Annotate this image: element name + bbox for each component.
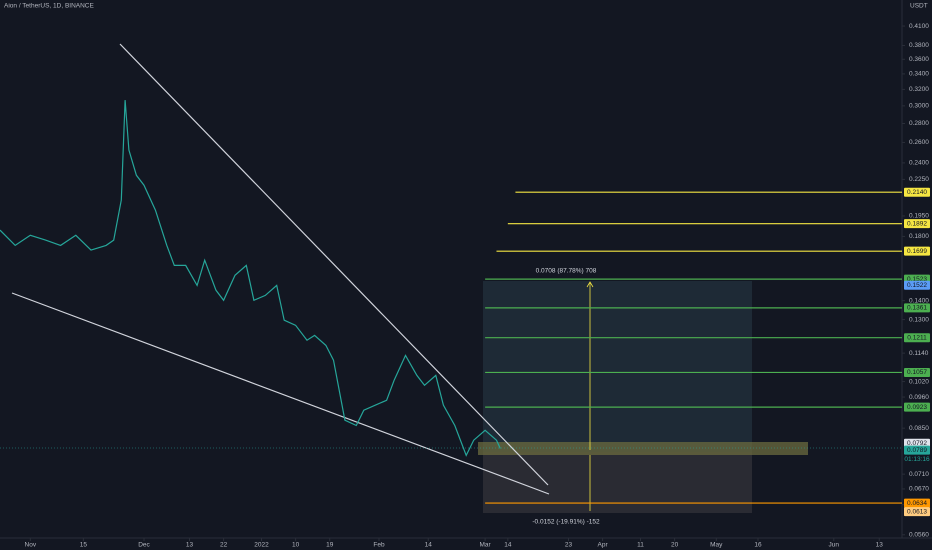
price-tag-label: 0.0613 [907, 508, 927, 515]
x-tick-label: May [710, 542, 723, 549]
price-tag [904, 333, 930, 343]
y-tick-label: 0.3800 [909, 42, 929, 49]
price-tag [904, 438, 930, 448]
target-arrowhead [586, 281, 594, 288]
y-tick-label: 0.1400 [909, 297, 929, 304]
price-tag-label: 0.1361 [907, 305, 927, 312]
target-zone [483, 281, 752, 452]
x-tick-label: 15 [80, 542, 88, 549]
y-tick-label: 0.2800 [909, 120, 929, 127]
y-tick-label: 0.0850 [909, 425, 929, 432]
x-tick-label: 14 [504, 542, 512, 549]
price-tag-label: 0.1057 [907, 369, 927, 376]
price-tag-label: 0.1211 [907, 334, 927, 341]
trend-line [119, 43, 549, 486]
price-tag-label: 0.0792 [907, 440, 927, 447]
x-tick-label: 13 [186, 542, 194, 549]
price-tag [904, 498, 930, 508]
entry-zone [478, 442, 808, 455]
x-tick-label: Mar [480, 542, 492, 549]
price-tag-label: 0.0923 [907, 404, 927, 411]
price-tag [904, 402, 930, 412]
price-tag-label: 0.1699 [907, 248, 927, 255]
x-tick-label: Dec [138, 542, 150, 549]
x-tick-label: 2022 [254, 542, 269, 549]
y-tick-label: 0.0560 [909, 532, 929, 539]
x-tick-label: Jun [829, 542, 840, 549]
price-tag-label: 0.1523 [907, 276, 927, 283]
x-tick-label: 19 [326, 542, 334, 549]
target-label: 0.0708 (87.78%) 708 [536, 268, 597, 275]
y-tick-label: 0.3200 [909, 86, 929, 93]
x-tick-label: 13 [876, 542, 884, 549]
price-tag [904, 246, 930, 256]
price-tag [904, 219, 930, 229]
price-tag [904, 367, 930, 377]
price-tag-label: 0.1892 [907, 220, 927, 227]
price-line [0, 100, 501, 457]
price-tag [904, 187, 930, 197]
price-tag [904, 303, 930, 313]
x-tick-label: Apr [598, 542, 609, 549]
chart-title: Aion / TetherUS, 1D, BINANCE [4, 3, 94, 10]
y-tick-label: 0.2400 [909, 160, 929, 167]
price-tag [904, 507, 930, 517]
y-tick-label: 0.1020 [909, 378, 929, 385]
stop-zone [483, 452, 752, 513]
price-tag-label: 0.0634 [907, 500, 927, 507]
price-tag-label: 0.1522 [907, 282, 927, 289]
x-tick-label: 11 [637, 542, 644, 549]
y-tick-label: 0.4100 [909, 23, 929, 30]
y-tick-label: 0.1950 [909, 213, 929, 220]
y-tick-label: 0.0670 [909, 486, 929, 493]
y-tick-label: 0.3400 [909, 71, 929, 78]
x-tick-label: 16 [754, 542, 762, 549]
price-tag-label: 0.0789 [907, 447, 927, 454]
price-tag [904, 445, 930, 455]
y-tick-label: 0.0710 [909, 471, 929, 478]
trend-line [11, 292, 550, 495]
x-tick-label: 10 [292, 542, 300, 549]
x-tick-label: 22 [220, 542, 228, 549]
y-tick-label: 0.3600 [909, 56, 929, 63]
x-tick-label: Feb [373, 542, 385, 549]
y-tick-label: 0.0960 [909, 394, 929, 401]
y-tick-label: 0.2250 [909, 176, 929, 183]
price-tag [904, 280, 930, 290]
x-tick-label: 23 [565, 542, 573, 549]
x-tick-label: 20 [671, 542, 679, 549]
y-tick-label: 0.1140 [909, 350, 929, 357]
countdown: 01:13:16 [904, 456, 930, 463]
y-tick-label: 0.1300 [909, 316, 929, 323]
x-tick-label: Nov [25, 542, 37, 549]
y-tick-label: 0.3000 [909, 103, 929, 110]
y-tick-label: 0.2600 [909, 139, 929, 146]
price-tag-label: 0.2140 [907, 189, 927, 196]
y-axis-label: USDT [910, 3, 928, 10]
y-tick-label: 0.1800 [909, 233, 929, 240]
stop-label: -0.0152 (-19.91%) -152 [532, 519, 600, 526]
x-tick-label: 14 [425, 542, 433, 549]
